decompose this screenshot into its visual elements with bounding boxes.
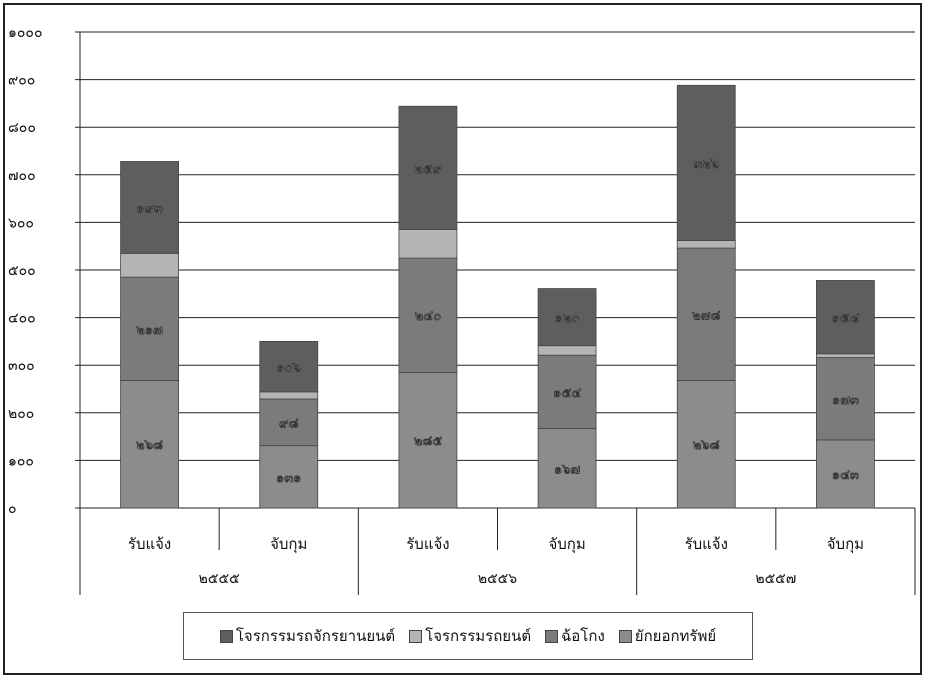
data-label: ๑๓๑ [276,471,301,486]
bar-segment [398,257,458,373]
bar-segment [676,380,736,509]
y-tick-label: ๒๐๐ [8,406,34,422]
y-tick-label: ๕๐๐ [8,263,36,279]
bar-segment [120,252,179,278]
data-label: ๒๕๙ [414,162,442,177]
bar-segment [120,380,179,509]
legend-label: โจรกรรมรถยนต์ [425,627,532,645]
data-label: ๑๗๓ [832,393,859,408]
bar-segment [676,247,736,381]
legend-label: ฉ้อโกง [561,627,605,645]
data-label: ๑๕๔ [553,386,581,401]
bar-segment [259,445,319,509]
bar-segment [816,439,875,509]
bar-segment [537,354,597,429]
x-category-label: รับแจ้ง [685,535,728,553]
x-group-label: ๒๕๕๕ [199,571,240,587]
legend-swatch [409,629,423,643]
legend-item-embezzlement: ยักยอกทรัพย์ [618,624,717,648]
y-tick-label: ๗๐๐ [8,168,36,184]
bar-segment [398,229,458,259]
y-tick-label: ๙๐๐ [8,73,35,89]
x-group-label: ๒๕๕๗ [755,571,796,587]
data-label: ๑๖๗ [554,462,581,477]
bar-segment [816,357,875,441]
x-category-label: รับแจ้ง [406,535,449,553]
data-label: ๒๑๗ [136,323,163,338]
x-category-label: จับกุม [827,535,864,554]
bar-segment [120,161,179,254]
data-label: ๒๘๕ [414,434,443,449]
bar-segment [816,353,875,358]
y-tick-label: ๔๐๐ [8,311,36,327]
legend-item-car-theft: โจรกรรมรถยนต์ [409,624,531,648]
legend-swatch [545,629,559,643]
x-category-label: จับกุม [270,535,307,554]
bar-segment [537,288,597,347]
y-tick-label: ๐ [8,501,17,517]
data-label: ๙๘ [279,416,299,431]
bar-segment [537,345,597,356]
bar-segment [259,391,319,400]
data-label: ๒๔๐ [415,309,441,324]
legend: โจรกรรมรถจักรยานยนต์ โจรกรรมรถยนต์ ฉ้อโก… [183,612,753,660]
bar-segment [676,84,736,241]
data-label: ๑๔๓ [832,468,859,483]
bar-segment [259,398,319,447]
data-label: ๑๒๐ [555,311,580,326]
data-label: ๑๙๓ [136,201,163,216]
legend-swatch [618,629,632,643]
data-label: ๒๖๘ [136,438,163,453]
bar-segment [398,105,458,230]
data-label: ๒๖๘ [693,438,720,453]
legend-label: ยักยอกทรัพย์ [634,627,717,645]
y-tick-label: ๑๐๐๐ [8,25,43,41]
x-group-label: ๒๕๕๖ [478,571,517,587]
legend-item-motorcycle-theft: โจรกรรมรถจักรยานยนต์ [219,624,396,648]
data-label: ๒๗๘ [692,308,720,323]
bar-segment [676,240,736,249]
x-category-label: รับแจ้ง [128,535,171,553]
bar-segment [816,280,875,355]
legend-swatch [219,629,233,643]
y-tick-label: ๘๐๐ [8,120,36,136]
x-category-label: จับกุม [548,535,585,554]
y-tick-label: ๓๐๐ [8,358,35,374]
bar-segment [398,371,458,509]
data-label: ๑๐๖ [277,361,301,376]
data-label: ๑๕๔ [831,311,859,326]
y-tick-label: ๑๐๐ [8,453,34,469]
legend-label: โจรกรรมรถจักรยานยนต์ [235,627,396,645]
y-tick-label: ๖๐๐ [8,215,34,231]
data-label: ๓๒๖ [693,157,719,172]
bar-segment [259,340,319,393]
legend-item-fraud: ฉ้อโกง [545,624,605,648]
